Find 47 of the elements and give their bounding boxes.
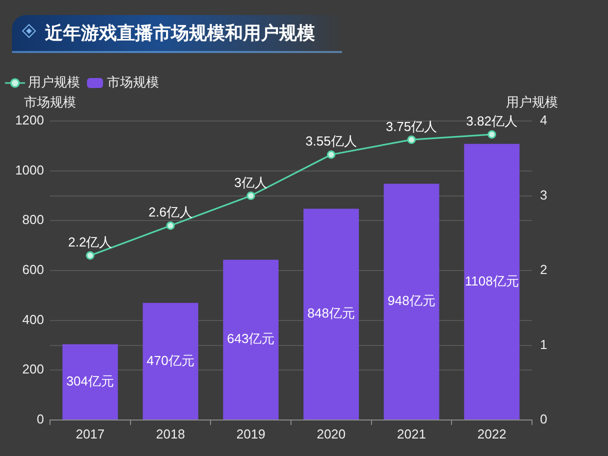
y2-tick-label: 0	[540, 412, 548, 427]
bar	[303, 208, 359, 420]
point	[326, 150, 336, 159]
data-label: 3.55亿人	[306, 134, 357, 149]
y-tick-label: 1200	[15, 112, 44, 128]
data-label: 2.6亿人	[148, 204, 193, 220]
x-tick-label: 2020	[316, 426, 346, 442]
bar	[384, 184, 440, 420]
y-tick-label: 600	[22, 262, 44, 278]
legend-label: 用户规模	[28, 74, 80, 90]
legend-label: 市场规模	[107, 74, 159, 90]
data-label: 304亿元	[66, 373, 114, 388]
point	[166, 221, 175, 230]
x-tick-label: 2018	[156, 426, 185, 442]
y2-tick-label: 3	[540, 187, 548, 202]
bar	[223, 260, 279, 420]
y-tick-label: 1000	[15, 162, 44, 178]
data-label: 848亿元	[307, 306, 356, 321]
x-tick-label: 2021	[397, 426, 426, 442]
x-tick-label: 2017	[76, 426, 105, 442]
data-label: 2.2亿人	[68, 234, 112, 250]
data-label: 1108亿元	[464, 273, 519, 288]
point	[407, 135, 416, 144]
point	[246, 192, 256, 200]
point	[488, 130, 496, 139]
data-label: 948亿元	[388, 293, 436, 308]
y2-axis-title: 用户规模	[506, 94, 558, 110]
point	[86, 251, 94, 260]
bar	[142, 302, 198, 420]
y-tick-label: 800	[22, 212, 44, 228]
y2-tick-label: 4	[540, 112, 548, 128]
y-tick-label: 400	[22, 312, 44, 327]
y-tick-label: 0	[36, 412, 44, 427]
y2-tick-label: 1	[540, 336, 548, 352]
data-label: 3.82亿人	[466, 114, 518, 129]
x-tick-label: 2019	[236, 426, 266, 442]
y2-tick-label: 2	[540, 262, 548, 278]
bar	[464, 144, 520, 420]
data-label: 3亿人	[234, 174, 268, 190]
x-tick-label: 2022	[477, 426, 506, 442]
y-tick-label: 200	[22, 362, 44, 377]
y-axis-title: 市场规模	[24, 94, 76, 110]
bar	[62, 344, 118, 420]
data-label: 470亿元	[146, 352, 194, 368]
chart-title: 近年游戏直播市场规模和用户规模	[45, 22, 315, 45]
data-label: 643亿元	[226, 331, 275, 346]
data-label: 3.75亿人	[386, 118, 438, 134]
